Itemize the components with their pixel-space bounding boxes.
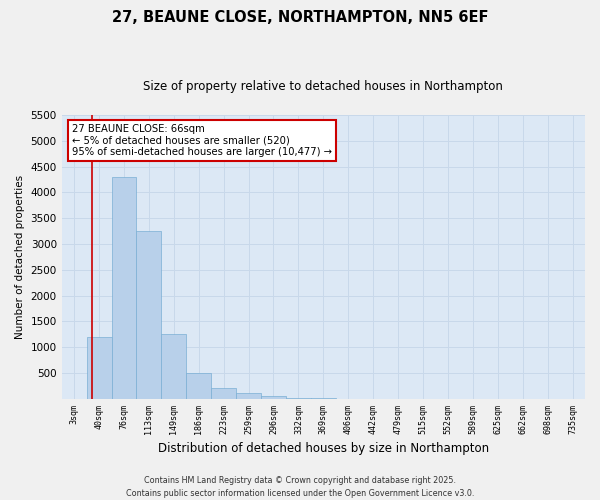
Bar	[86, 337, 112, 399]
Bar	[311, 398, 336, 399]
Title: Size of property relative to detached houses in Northampton: Size of property relative to detached ho…	[143, 80, 503, 93]
Bar	[211, 388, 236, 399]
Bar	[286, 398, 311, 399]
Text: Contains HM Land Registry data © Crown copyright and database right 2025.
Contai: Contains HM Land Registry data © Crown c…	[126, 476, 474, 498]
Bar	[112, 177, 136, 399]
Text: 27 BEAUNE CLOSE: 66sqm
← 5% of detached houses are smaller (520)
95% of semi-det: 27 BEAUNE CLOSE: 66sqm ← 5% of detached …	[72, 124, 332, 156]
Bar	[261, 396, 286, 399]
Bar	[161, 334, 186, 399]
X-axis label: Distribution of detached houses by size in Northampton: Distribution of detached houses by size …	[158, 442, 489, 455]
Y-axis label: Number of detached properties: Number of detached properties	[15, 175, 25, 339]
Bar	[236, 393, 261, 399]
Text: 27, BEAUNE CLOSE, NORTHAMPTON, NN5 6EF: 27, BEAUNE CLOSE, NORTHAMPTON, NN5 6EF	[112, 10, 488, 25]
Bar	[136, 231, 161, 399]
Bar	[186, 373, 211, 399]
